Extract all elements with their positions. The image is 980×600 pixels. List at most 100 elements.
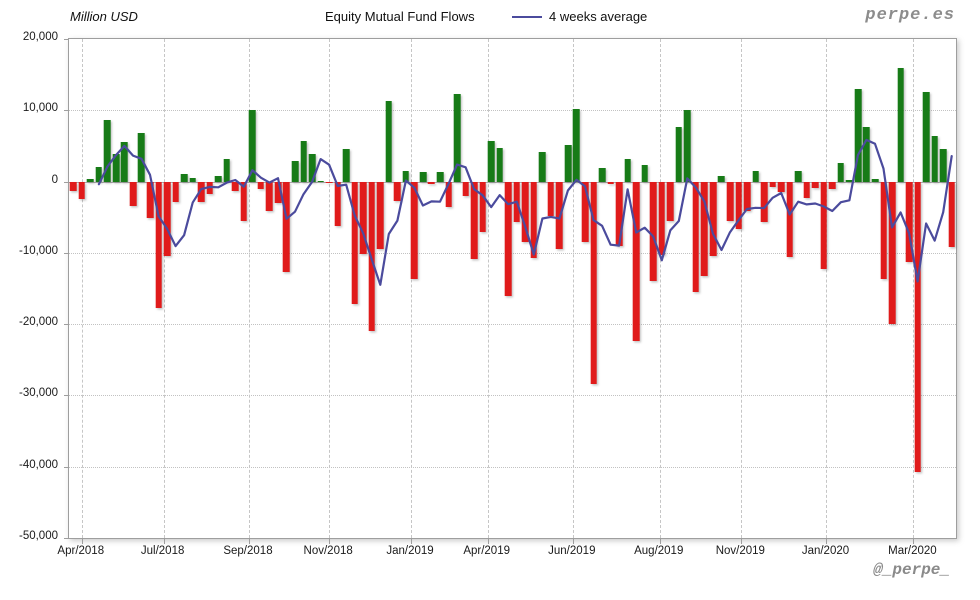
flow-bar	[820, 181, 828, 270]
flow-bar	[777, 181, 785, 192]
flow-bar	[539, 151, 546, 182]
flow-bar	[146, 181, 154, 218]
y-tick-mark	[64, 538, 69, 539]
flow-bar	[666, 181, 674, 221]
flow-bar	[249, 109, 256, 182]
x-tick-mark	[913, 538, 915, 544]
flow-bar	[325, 181, 333, 184]
x-tick-label: Jul/2018	[140, 545, 185, 557]
flow-bar	[769, 181, 776, 188]
flow-bar	[402, 170, 410, 182]
flow-bar	[829, 181, 836, 189]
v-gridline	[572, 39, 574, 538]
flow-bar	[411, 181, 418, 279]
flow-bar	[470, 181, 478, 260]
flow-bar	[922, 92, 930, 182]
flow-bar	[274, 181, 282, 203]
flow-bar	[385, 101, 393, 182]
h-gridline	[69, 324, 956, 326]
flow-bar	[121, 142, 128, 182]
legend-line-swatch	[512, 15, 542, 18]
flow-bar	[308, 153, 316, 182]
flow-bar	[803, 181, 811, 198]
flow-bar	[854, 88, 862, 182]
y-tick-mark	[64, 252, 69, 254]
x-tick-label: Jan/2019	[386, 545, 434, 557]
flow-bar	[530, 181, 538, 258]
x-tick-mark	[826, 538, 828, 544]
flow-bar	[905, 181, 913, 263]
flow-bar	[317, 180, 324, 182]
flow-bar	[581, 181, 589, 243]
chart-title: Equity Mutual Fund Flows	[325, 9, 475, 24]
flow-bar	[752, 170, 759, 182]
flow-bar	[709, 181, 717, 256]
flow-bar	[257, 181, 265, 190]
x-tick-mark	[329, 538, 331, 544]
flow-bar	[445, 181, 452, 208]
v-gridline	[163, 39, 165, 538]
flow-bar	[462, 181, 469, 196]
flow-bar	[78, 181, 86, 200]
flow-bar	[897, 67, 904, 182]
flow-bar	[87, 179, 94, 182]
y-tick-mark	[64, 466, 69, 468]
x-tick-label: Apr/2019	[463, 545, 510, 557]
x-tick-label: Aug/2019	[634, 545, 684, 557]
flow-bar	[573, 108, 580, 182]
h-gridline	[69, 252, 956, 254]
flow-bar	[684, 110, 691, 182]
y-tick-label: -40,000	[18, 458, 58, 471]
flow-bar	[607, 181, 614, 185]
flow-bar	[180, 174, 188, 182]
flow-bar	[291, 160, 299, 182]
flow-bar	[880, 181, 887, 280]
flow-bar	[487, 140, 495, 182]
v-gridline	[826, 39, 828, 538]
flow-bar	[863, 127, 870, 182]
v-gridline	[329, 39, 331, 538]
x-tick-mark	[741, 538, 743, 544]
v-gridline	[487, 39, 489, 538]
h-gridline	[69, 395, 956, 397]
flow-bar	[69, 181, 77, 191]
v-gridline	[741, 39, 743, 538]
flow-bar	[837, 163, 845, 182]
flow-bar	[223, 159, 231, 182]
flow-bar	[615, 181, 623, 246]
flow-bar	[871, 178, 879, 182]
v-gridline	[913, 39, 915, 538]
average-line	[97, 138, 953, 286]
x-tick-label: Mar/2020	[888, 545, 937, 557]
flow-bar	[632, 181, 640, 341]
flow-bar	[351, 181, 358, 305]
plot-area	[64, 38, 957, 544]
v-gridline	[248, 39, 250, 538]
flow-bar	[794, 170, 802, 182]
x-tick-label: Sep/2018	[223, 545, 273, 557]
flow-bar	[95, 167, 103, 182]
flow-bar	[786, 181, 793, 258]
flow-bar	[172, 181, 179, 203]
x-tick-label: Jan/2020	[801, 545, 850, 557]
flow-bar	[479, 181, 486, 233]
flow-bar	[521, 181, 529, 243]
x-tick-label: Nov/2018	[303, 545, 353, 557]
flow-bar	[334, 181, 341, 226]
x-tick-mark	[248, 538, 250, 544]
flow-bar	[163, 181, 171, 256]
flow-bar	[266, 181, 273, 211]
flow-bar	[726, 181, 734, 221]
x-tick-mark	[81, 538, 83, 544]
flow-bar	[692, 181, 700, 293]
flow-bar	[760, 181, 768, 223]
brand-watermark: perpe.es	[865, 6, 955, 25]
flow-bar	[701, 181, 708, 277]
zero-gridline	[69, 181, 956, 183]
twitter-handle: @_perpe_	[873, 561, 950, 579]
flow-bar	[649, 181, 657, 281]
flow-bar	[718, 175, 725, 182]
y-tick-label: -30,000	[18, 387, 58, 400]
flow-bar	[888, 181, 896, 325]
